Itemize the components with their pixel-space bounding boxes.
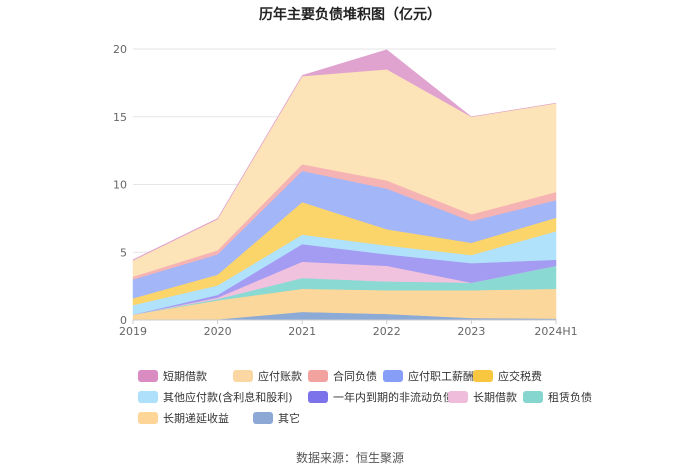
legend-item[interactable]: 短期借款 — [138, 369, 207, 383]
legend-label: 长期借款 — [473, 391, 517, 404]
axes: 0 5 10 15 20 2019 2020 2021 2022 2023 2024H1 — [113, 43, 578, 338]
area-series-10 — [132, 49, 557, 261]
legend-label: 一年内到期的非流动负债 — [333, 391, 454, 404]
legend-label: 短期借款 — [163, 370, 207, 383]
y-tick-label: 20 — [113, 43, 127, 56]
chart-title: 历年主要负债堆积图（亿元） — [259, 7, 441, 23]
legend-swatch — [473, 370, 493, 382]
legend-label: 应付账款 — [258, 370, 302, 383]
legend-swatch — [138, 391, 158, 403]
y-tick-label: 10 — [113, 179, 127, 192]
legend-item[interactable]: 一年内到期的非流动负债 — [308, 390, 454, 404]
legend-label: 其它 — [278, 412, 300, 425]
legend-item[interactable]: 长期递延收益 — [138, 411, 229, 425]
x-tick-label: 2023 — [457, 325, 485, 338]
legend-item[interactable]: 应交税费 — [473, 369, 542, 383]
legend-item[interactable]: 其他应付款(含利息和股利) — [138, 390, 293, 404]
legend-swatch — [138, 412, 158, 424]
legend-label: 应交税费 — [498, 370, 542, 383]
legend-label: 其他应付款(含利息和股利) — [163, 391, 293, 404]
x-tick-label: 2024H1 — [534, 325, 577, 338]
x-tick-label: 2020 — [204, 325, 232, 338]
legend-label: 合同负债 — [333, 370, 377, 383]
y-tick-label: 5 — [120, 246, 127, 259]
legend-item[interactable]: 租赁负债 — [523, 390, 592, 404]
legend-swatch — [308, 370, 328, 382]
area-series-layer — [132, 49, 557, 321]
x-tick-label: 2022 — [373, 325, 401, 338]
legend-swatch — [448, 391, 468, 403]
data-source-note: 数据来源：恒生聚源 — [295, 451, 404, 465]
legend-swatch — [253, 412, 273, 424]
legend-item[interactable]: 长期借款 — [448, 390, 517, 404]
legend-item[interactable]: 应付账款 — [233, 369, 302, 383]
legend-swatch — [138, 370, 158, 382]
legend-swatch — [383, 370, 403, 382]
x-tick-label: 2021 — [288, 325, 316, 338]
legend-label: 长期递延收益 — [163, 412, 229, 425]
legend-item[interactable]: 合同负债 — [308, 369, 377, 383]
legend-label: 租赁负债 — [548, 391, 592, 404]
legend-label: 应付职工薪酬 — [408, 370, 474, 383]
x-tick-label: 2019 — [119, 325, 147, 338]
legend-swatch — [233, 370, 253, 382]
legend-swatch — [523, 391, 543, 403]
y-tick-label: 15 — [113, 111, 127, 124]
legend-item[interactable]: 其它 — [253, 411, 300, 425]
y-tick-label: 0 — [120, 314, 127, 327]
legend-swatch — [308, 391, 328, 403]
legend-item[interactable]: 应付职工薪酬 — [383, 369, 474, 383]
